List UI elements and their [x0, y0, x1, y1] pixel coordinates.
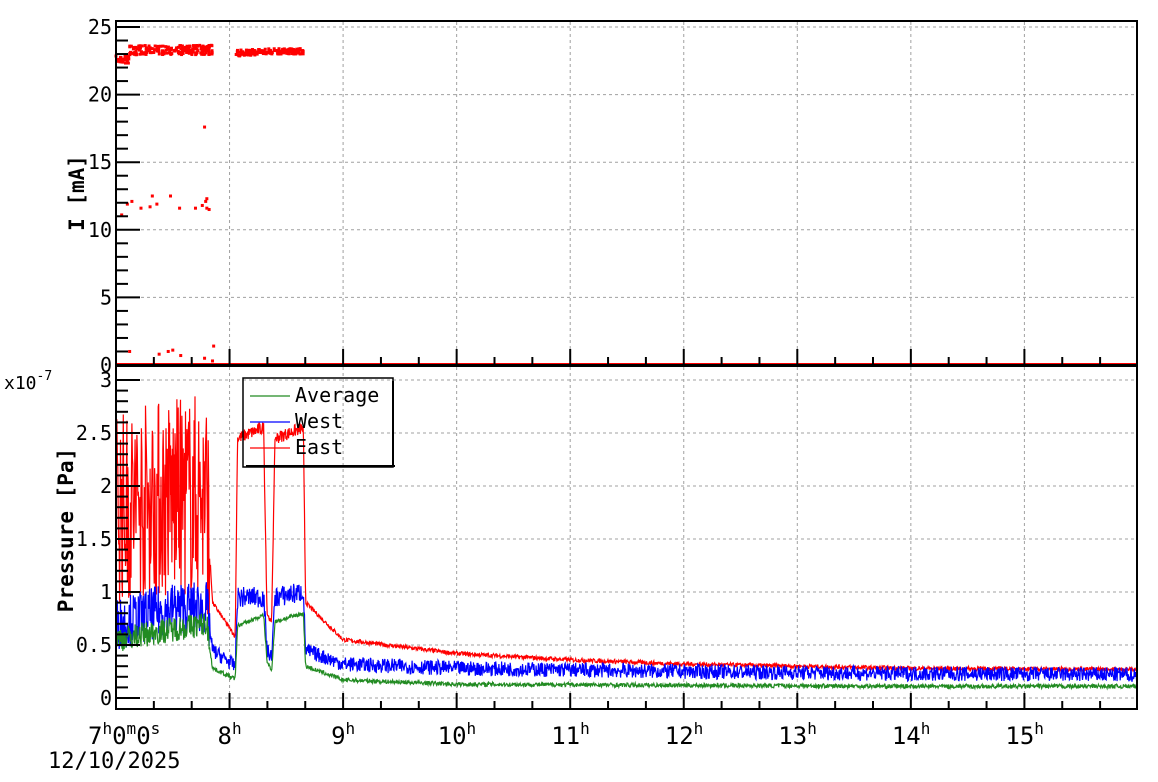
x-tick-label-start: 7h0m0s: [88, 719, 160, 750]
x-tick-label-hour: 12h: [665, 719, 704, 750]
pressure-y-axis-title: Pressure [Pa]: [54, 448, 78, 612]
pressure-line-average: [115, 611, 1137, 691]
y-tick-label: 3: [100, 368, 112, 392]
x-tick-label-hour: 13h: [778, 719, 817, 750]
y-tick-label: 25: [88, 15, 112, 39]
y-tick-label: 15: [88, 150, 112, 174]
x-tick-label-hour: 9h: [331, 719, 355, 750]
current-y-tick-labels: 0 5 10 15 20 25: [88, 15, 112, 377]
x-tick-label-hour: 14h: [892, 719, 931, 750]
x-tick-label-hour: 10h: [438, 719, 477, 750]
pressure-panel: 0 0.5 1 1.5 2 2.5 3 Pressure [Pa] x10-7 Averag…: [4, 365, 1138, 710]
pressure-series: [115, 396, 1138, 691]
y-tick-label: 0.5: [76, 633, 112, 657]
legend-item-average: Average: [250, 383, 379, 407]
pressure-line-west: [115, 582, 1138, 683]
x-tick-label-hour: 15h: [1005, 719, 1044, 750]
current-axis-ticks: [115, 26, 1102, 366]
pressure-y-tick-labels: 0 0.5 1 1.5 2 2.5 3: [76, 368, 112, 710]
legend-label-west: West: [295, 409, 343, 433]
y-tick-label: 2: [100, 474, 112, 498]
x-tick-label-hour: 11h: [551, 719, 590, 750]
current-plot-frame: [115, 20, 1138, 366]
pressure-axis-ticks: [115, 379, 1102, 709]
x-axis-date: 12/10/2025: [48, 749, 180, 774]
y-tick-label: 5: [100, 285, 112, 309]
pressure-grid: [117, 367, 1136, 708]
current-y-axis-title: I [mA]: [65, 155, 89, 231]
current-grid: [117, 22, 1136, 364]
y-tick-label: 1: [100, 580, 112, 604]
y-tick-label: 0: [100, 353, 112, 377]
legend: Average West East: [242, 377, 395, 468]
pressure-line-east: [115, 396, 1138, 674]
current-series: [114, 43, 1137, 367]
legend-item-east: East: [250, 435, 343, 459]
legend-item-west: West: [250, 409, 343, 433]
pressure-plot-frame: [115, 365, 1138, 710]
y-tick-label: 10: [88, 218, 112, 242]
y-tick-label: 20: [88, 83, 112, 107]
y-tick-label: 1.5: [76, 527, 112, 551]
y-tick-label: 2.5: [76, 421, 112, 445]
legend-label-average: Average: [295, 383, 379, 407]
current-panel: 0 5 10 15 20 25 I [mA]: [65, 15, 1138, 377]
x-tick-label-hour: 8h: [218, 719, 242, 750]
pressure-multiplier: x10-7: [4, 369, 52, 394]
y-tick-label: 0: [100, 686, 112, 710]
legend-label-east: East: [295, 435, 343, 459]
x-axis-labels: 7h0m0s 12/10/2025 8h 9h 10h 11h 12h 13h 14h 15h: [48, 719, 1044, 774]
